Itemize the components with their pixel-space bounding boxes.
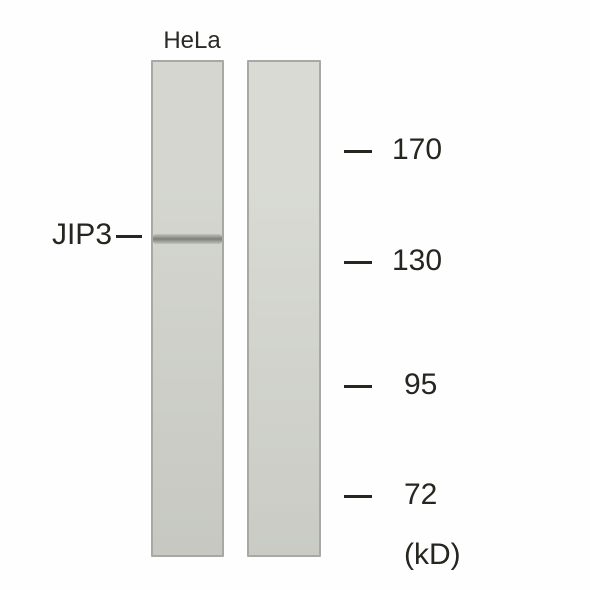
protein-label: JIP3 — [24, 218, 112, 252]
marker-tick — [344, 385, 372, 388]
marker-label: 170 — [392, 133, 442, 167]
marker-label: 72 — [404, 478, 437, 512]
marker-tick — [344, 495, 372, 498]
marker-tick — [344, 261, 372, 264]
marker-label: 95 — [404, 368, 437, 402]
protein-label-tick — [116, 235, 142, 238]
jip3-band — [153, 234, 222, 244]
lane-header: HeLa — [157, 27, 227, 55]
blot-figure: { "figure": { "width": 590, "height": 59… — [0, 0, 590, 590]
blot-lane-2 — [247, 60, 321, 557]
marker-label: 130 — [392, 244, 442, 278]
blot-lane-1 — [151, 60, 224, 557]
marker-tick — [344, 150, 372, 153]
unit-label: (kD) — [404, 538, 461, 572]
